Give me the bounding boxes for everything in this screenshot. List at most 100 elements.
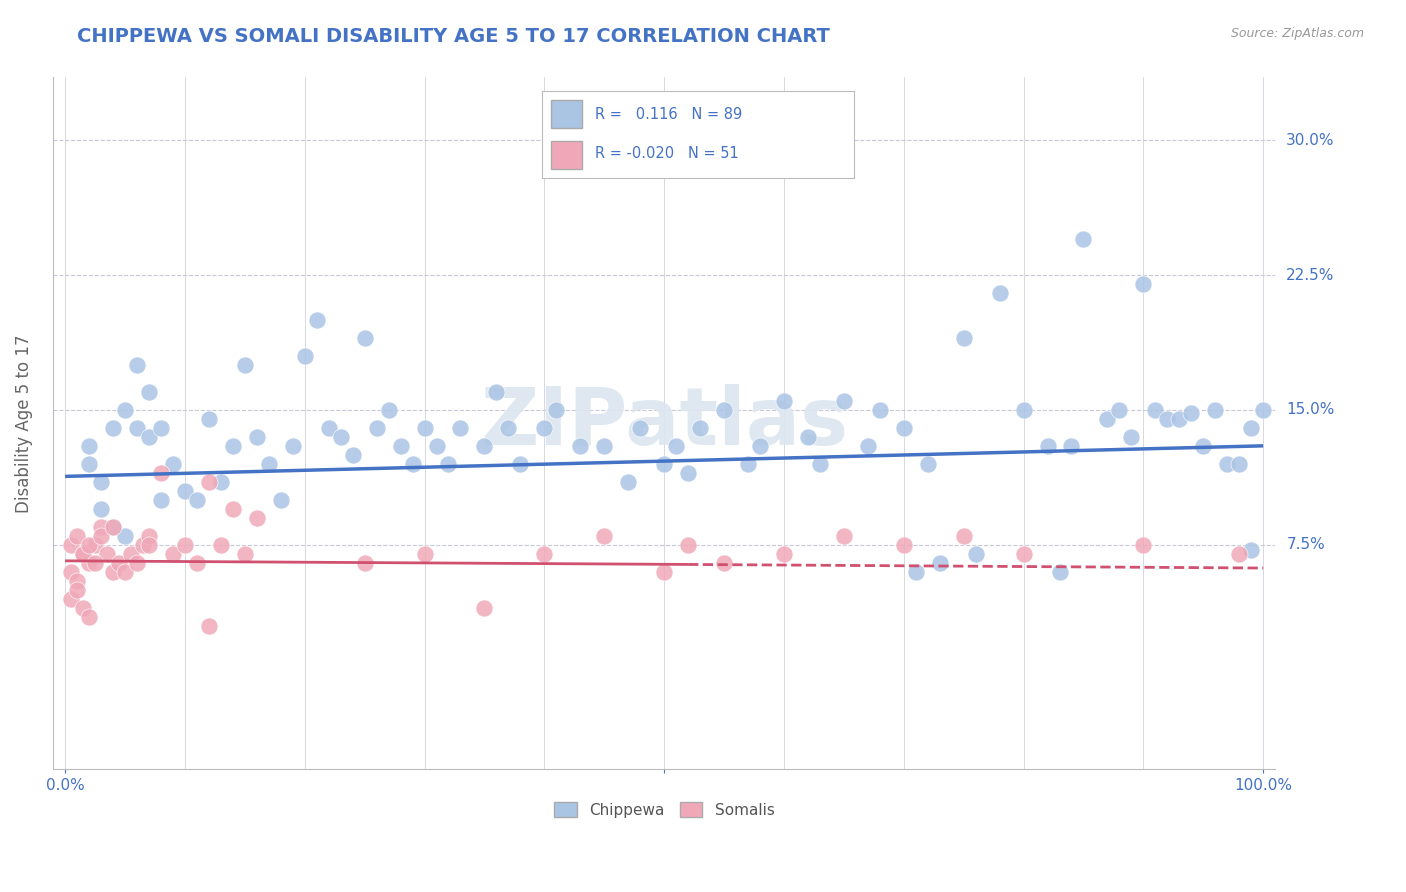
Point bbox=[353, 331, 375, 345]
Point bbox=[77, 538, 100, 552]
Point bbox=[1121, 430, 1143, 444]
Point bbox=[1012, 547, 1035, 561]
Point bbox=[593, 529, 616, 543]
Point bbox=[125, 421, 148, 435]
Point bbox=[665, 439, 688, 453]
Point bbox=[1180, 407, 1202, 421]
Point bbox=[108, 556, 131, 570]
Point bbox=[749, 439, 772, 453]
Point bbox=[162, 457, 184, 471]
Point bbox=[90, 501, 112, 516]
Point bbox=[474, 439, 496, 453]
Point bbox=[186, 492, 208, 507]
Point bbox=[125, 358, 148, 372]
Point bbox=[832, 529, 855, 543]
Point bbox=[162, 547, 184, 561]
Y-axis label: Disability Age 5 to 17: Disability Age 5 to 17 bbox=[15, 334, 32, 513]
Point bbox=[318, 421, 340, 435]
Point bbox=[1192, 439, 1215, 453]
Point bbox=[270, 492, 292, 507]
Point bbox=[329, 430, 352, 444]
Point bbox=[198, 618, 221, 632]
Point bbox=[1049, 565, 1071, 579]
Point bbox=[90, 475, 112, 489]
Point bbox=[90, 529, 112, 543]
Point bbox=[72, 600, 94, 615]
Legend: Chippewa, Somalis: Chippewa, Somalis bbox=[547, 796, 780, 824]
Point bbox=[138, 529, 160, 543]
Point bbox=[1204, 403, 1226, 417]
Point bbox=[77, 609, 100, 624]
Point bbox=[1132, 538, 1154, 552]
Point bbox=[856, 439, 879, 453]
Point bbox=[917, 457, 939, 471]
Point bbox=[72, 547, 94, 561]
Point bbox=[869, 403, 891, 417]
Point bbox=[498, 421, 520, 435]
Point bbox=[437, 457, 460, 471]
Point bbox=[60, 591, 83, 606]
Point bbox=[1227, 457, 1250, 471]
Point bbox=[66, 529, 89, 543]
Point bbox=[96, 547, 118, 561]
Point bbox=[222, 501, 245, 516]
Point bbox=[222, 439, 245, 453]
Point bbox=[425, 439, 447, 453]
Point bbox=[797, 430, 820, 444]
Point bbox=[209, 475, 232, 489]
Text: Source: ZipAtlas.com: Source: ZipAtlas.com bbox=[1230, 27, 1364, 40]
Point bbox=[546, 403, 568, 417]
Point bbox=[676, 466, 699, 480]
Point bbox=[114, 529, 136, 543]
Point bbox=[628, 421, 651, 435]
Point bbox=[60, 565, 83, 579]
Point bbox=[366, 421, 388, 435]
Point bbox=[1060, 439, 1083, 453]
Point bbox=[174, 483, 197, 498]
Point bbox=[450, 421, 472, 435]
Point bbox=[1073, 232, 1095, 246]
Point bbox=[474, 600, 496, 615]
Point bbox=[149, 421, 172, 435]
Point bbox=[342, 448, 364, 462]
Point bbox=[832, 393, 855, 408]
Point bbox=[1132, 277, 1154, 291]
Point bbox=[413, 547, 436, 561]
Point bbox=[149, 466, 172, 480]
Point bbox=[138, 538, 160, 552]
Point bbox=[149, 492, 172, 507]
Point bbox=[305, 313, 328, 327]
Point bbox=[569, 439, 592, 453]
Point bbox=[77, 556, 100, 570]
Point bbox=[1012, 403, 1035, 417]
Point bbox=[893, 421, 915, 435]
Point bbox=[114, 565, 136, 579]
Point bbox=[198, 412, 221, 426]
Point bbox=[186, 556, 208, 570]
Point bbox=[1240, 543, 1263, 558]
Point bbox=[233, 358, 256, 372]
Point bbox=[66, 582, 89, 597]
Point bbox=[233, 547, 256, 561]
Point bbox=[174, 538, 197, 552]
Point bbox=[593, 439, 616, 453]
Text: ZIPatlas: ZIPatlas bbox=[479, 384, 848, 462]
Point bbox=[246, 430, 269, 444]
Point bbox=[90, 519, 112, 533]
Point bbox=[928, 556, 950, 570]
Point bbox=[77, 439, 100, 453]
Point bbox=[138, 430, 160, 444]
Point bbox=[713, 556, 735, 570]
Point bbox=[1216, 457, 1239, 471]
Point bbox=[1144, 403, 1167, 417]
Point bbox=[1036, 439, 1059, 453]
Point bbox=[377, 403, 399, 417]
Point bbox=[713, 403, 735, 417]
Point bbox=[1097, 412, 1119, 426]
Point bbox=[737, 457, 759, 471]
Point bbox=[773, 547, 796, 561]
Point bbox=[485, 384, 508, 399]
Point bbox=[77, 457, 100, 471]
Text: 7.5%: 7.5% bbox=[1286, 537, 1324, 552]
Point bbox=[652, 565, 675, 579]
